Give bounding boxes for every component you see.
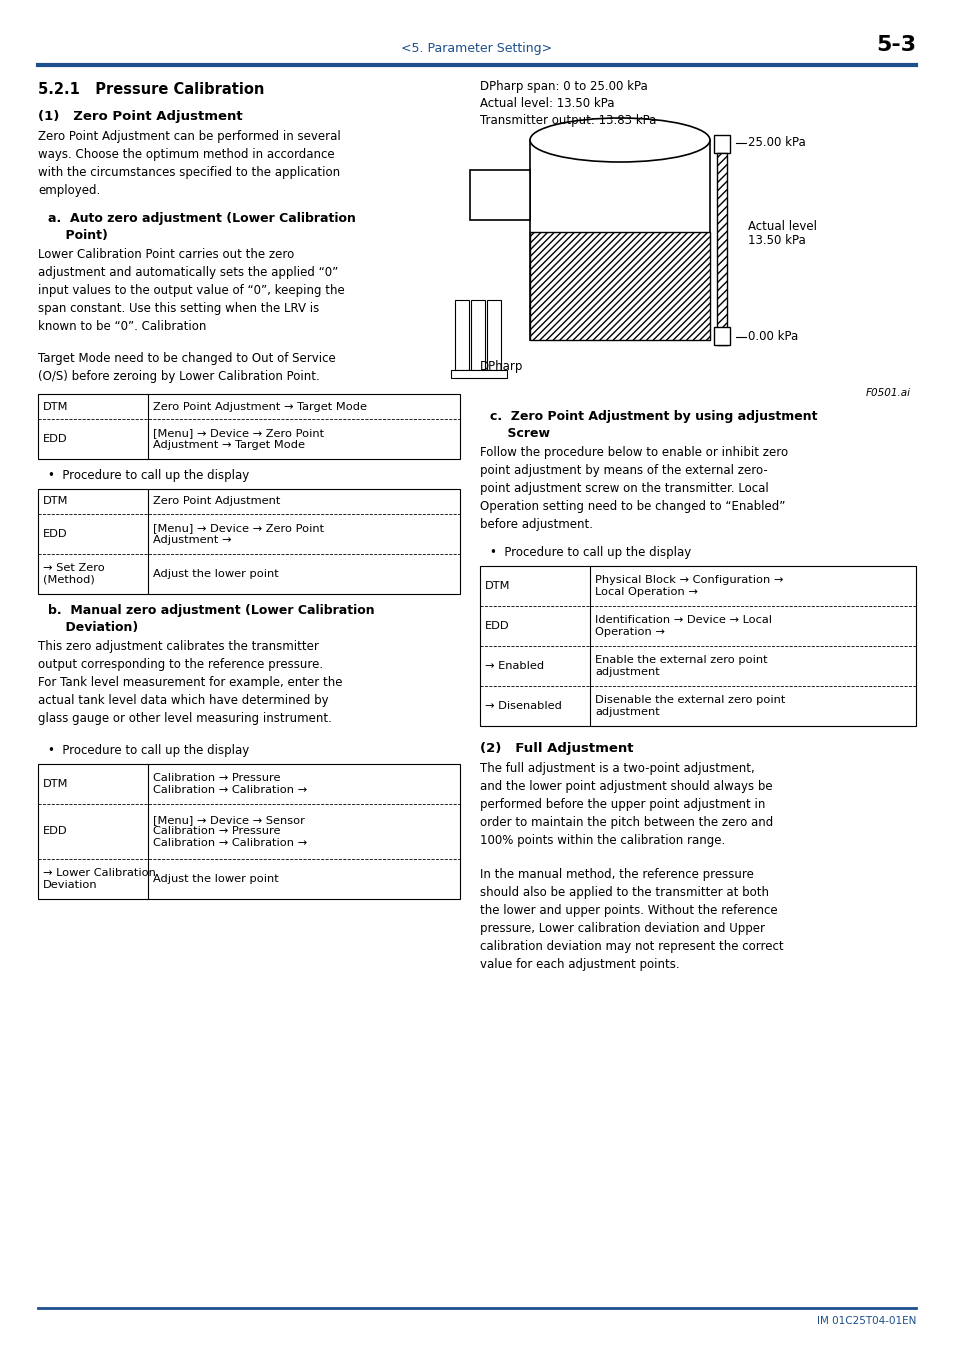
Text: c.  Zero Point Adjustment by using adjustment
    Screw: c. Zero Point Adjustment by using adjust… [490, 410, 817, 440]
Text: 13.50 kPa: 13.50 kPa [747, 234, 805, 247]
Text: Enable the external zero point
adjustment: Enable the external zero point adjustmen… [595, 655, 767, 676]
Text: Adjust the lower point: Adjust the lower point [152, 568, 278, 579]
Text: b.  Manual zero adjustment (Lower Calibration
    Deviation): b. Manual zero adjustment (Lower Calibra… [48, 603, 375, 634]
Text: DPharp span: 0 to 25.00 kPa: DPharp span: 0 to 25.00 kPa [479, 80, 647, 93]
Bar [713, 135, 729, 153]
Text: Zero Point Adjustment: Zero Point Adjustment [152, 497, 280, 506]
Text: EDD: EDD [43, 529, 68, 539]
Text: [Menu] → Device → Zero Point
Adjustment →: [Menu] → Device → Zero Point Adjustment … [152, 524, 324, 545]
Bar [470, 170, 530, 220]
Text: [Menu] → Device → Sensor
Calibration → Pressure
Calibration → Calibration →: [Menu] → Device → Sensor Calibration → P… [152, 815, 307, 848]
Text: 5.2.1   Pressure Calibration: 5.2.1 Pressure Calibration [38, 82, 264, 97]
Text: 0.00 kPa: 0.00 kPa [747, 331, 798, 343]
Text: •  Procedure to call up the display: • Procedure to call up the display [48, 468, 249, 482]
Text: •  Procedure to call up the display: • Procedure to call up the display [48, 744, 249, 757]
Text: Physical Block → Configuration →
Local Operation →: Physical Block → Configuration → Local O… [595, 575, 782, 597]
Text: Zero Point Adjustment can be performed in several
ways. Choose the optimum metho: Zero Point Adjustment can be performed i… [38, 130, 340, 197]
Bar [38, 489, 459, 594]
Text: [Menu] → Device → Zero Point
Adjustment → Target Mode: [Menu] → Device → Zero Point Adjustment … [152, 428, 324, 450]
Text: EDD: EDD [484, 621, 509, 630]
Ellipse shape [530, 117, 709, 162]
Bar [530, 232, 709, 340]
Text: Actual level: 13.50 kPa: Actual level: 13.50 kPa [479, 97, 614, 109]
Text: → Set Zero
(Method): → Set Zero (Method) [43, 563, 105, 585]
Bar [530, 232, 709, 340]
Text: DPharp: DPharp [479, 360, 523, 373]
Text: DTM: DTM [43, 401, 69, 412]
Text: The full adjustment is a two-point adjustment,
and the lower point adjustment sh: The full adjustment is a two-point adjus… [479, 761, 773, 846]
Text: → Lower Calibration
Deviation: → Lower Calibration Deviation [43, 868, 155, 890]
Text: Identification → Device → Local
Operation →: Identification → Device → Local Operatio… [595, 616, 771, 637]
Bar [455, 300, 469, 370]
Bar [471, 300, 484, 370]
Text: <5. Parameter Setting>: <5. Parameter Setting> [401, 42, 552, 55]
Text: DTM: DTM [43, 497, 69, 506]
Text: Transmitter output: 13.83 kPa: Transmitter output: 13.83 kPa [479, 113, 656, 127]
Text: EDD: EDD [43, 433, 68, 444]
Text: •  Procedure to call up the display: • Procedure to call up the display [490, 545, 691, 559]
Text: (1)   Zero Point Adjustment: (1) Zero Point Adjustment [38, 109, 242, 123]
Text: 25.00 kPa: 25.00 kPa [747, 136, 805, 150]
Text: F0501.ai: F0501.ai [865, 387, 910, 398]
Text: → Enabled: → Enabled [484, 662, 543, 671]
Text: Zero Point Adjustment → Target Mode: Zero Point Adjustment → Target Mode [152, 401, 367, 412]
Text: EDD: EDD [43, 826, 68, 837]
Text: Follow the procedure below to enable or inhibit zero
point adjustment by means o: Follow the procedure below to enable or … [479, 446, 787, 531]
Text: This zero adjustment calibrates the transmitter
output corresponding to the refe: This zero adjustment calibrates the tran… [38, 640, 342, 725]
Bar [486, 300, 500, 370]
Text: Lower Calibration Point carries out the zero
adjustment and automatically sets t: Lower Calibration Point carries out the … [38, 248, 344, 333]
Text: Disenable the external zero point
adjustment: Disenable the external zero point adjust… [595, 695, 784, 717]
Bar [451, 370, 506, 378]
Text: 5-3: 5-3 [875, 35, 915, 55]
Text: → Disenabled: → Disenabled [484, 701, 561, 711]
Text: IM 01C25T04-01EN: IM 01C25T04-01EN [816, 1316, 915, 1326]
Text: DTM: DTM [484, 580, 510, 591]
Text: Target Mode need to be changed to Out of Service
(O/S) before zeroing by Lower C: Target Mode need to be changed to Out of… [38, 352, 335, 383]
Bar [530, 140, 709, 340]
Text: In the manual method, the reference pressure
should also be applied to the trans: In the manual method, the reference pres… [479, 868, 782, 971]
Text: Adjust the lower point: Adjust the lower point [152, 873, 278, 884]
Bar [38, 394, 459, 459]
Text: Calibration → Pressure
Calibration → Calibration →: Calibration → Pressure Calibration → Cal… [152, 774, 307, 795]
Bar [713, 327, 729, 346]
Bar [479, 566, 915, 726]
Text: Actual level: Actual level [747, 220, 816, 234]
Bar [717, 153, 726, 346]
Text: (2)   Full Adjustment: (2) Full Adjustment [479, 743, 633, 755]
Text: a.  Auto zero adjustment (Lower Calibration
    Point): a. Auto zero adjustment (Lower Calibrati… [48, 212, 355, 242]
Text: DTM: DTM [43, 779, 69, 788]
Bar [38, 764, 459, 899]
